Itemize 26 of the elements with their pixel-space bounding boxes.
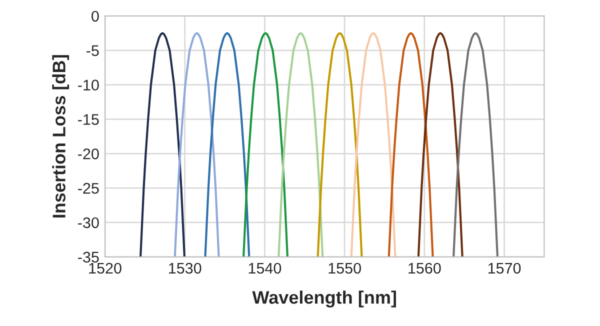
line-series	[417, 32, 464, 257]
line-series	[350, 32, 396, 257]
x-tick-label: 1550	[328, 262, 361, 274]
y-tick-label: -35	[78, 252, 99, 263]
x-tick-label: 1570	[488, 262, 521, 274]
line-series	[388, 32, 434, 257]
x-axis-title: Wavelength [nm]	[252, 290, 396, 308]
y-tick-label: -5	[86, 45, 99, 56]
x-tick-label: 1560	[408, 262, 441, 274]
y-axis-title: Insertion Loss [dB]	[52, 55, 70, 218]
x-tick-label: 1540	[248, 262, 282, 274]
x-tick-label: 1530	[169, 262, 202, 274]
y-tick-label: -20	[78, 148, 99, 160]
line-series	[139, 32, 186, 257]
y-tick-label: -30	[78, 217, 99, 228]
y-tick-label: -15	[78, 114, 99, 125]
y-tick-label: 0	[92, 10, 99, 22]
y-tick-label: -25	[78, 182, 99, 194]
y-tick-label: -10	[78, 80, 99, 90]
x-tick-label: 1520	[89, 262, 122, 274]
line-series	[242, 32, 289, 257]
line-series	[316, 32, 363, 257]
line-series	[452, 32, 499, 257]
line-series	[204, 32, 250, 257]
line-series	[278, 32, 324, 257]
line-series	[174, 32, 220, 257]
